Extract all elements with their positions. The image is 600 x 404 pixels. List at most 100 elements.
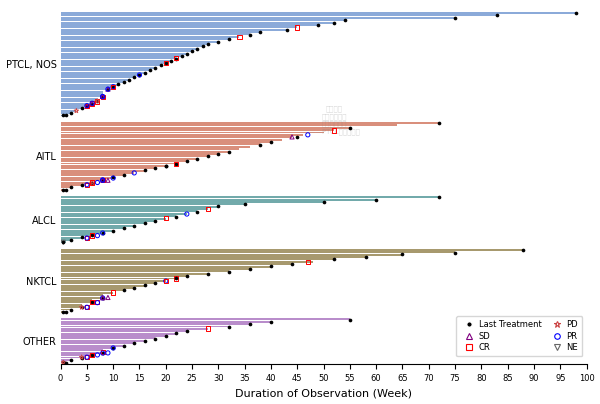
- Point: [77, 105, 86, 112]
- Bar: [61, 234, 92, 236]
- Point: [103, 294, 113, 301]
- Point: [77, 354, 86, 360]
- Point: [203, 41, 212, 47]
- Point: [203, 206, 212, 212]
- Point: [130, 74, 139, 80]
- Point: [140, 167, 149, 174]
- Bar: [61, 146, 250, 148]
- Point: [193, 208, 202, 215]
- Bar: [61, 304, 82, 306]
- Bar: [61, 249, 523, 251]
- Point: [172, 276, 181, 282]
- Bar: [61, 297, 103, 299]
- Point: [345, 316, 355, 323]
- Point: [130, 340, 139, 346]
- Bar: [61, 21, 334, 23]
- Bar: [61, 72, 145, 74]
- Bar: [61, 153, 218, 155]
- Point: [109, 84, 118, 90]
- Point: [82, 103, 92, 109]
- Point: [82, 354, 92, 360]
- Point: [98, 177, 107, 184]
- Bar: [61, 268, 250, 270]
- Bar: [61, 17, 455, 19]
- Bar: [61, 93, 103, 95]
- Point: [345, 125, 355, 131]
- Point: [266, 263, 276, 270]
- Bar: [61, 356, 82, 358]
- Point: [61, 359, 71, 366]
- Point: [161, 278, 170, 284]
- Point: [92, 299, 102, 306]
- Text: 石药集团
盐酸米托蒽醌
脂质体注射液
——PTCL患者新选择: 石药集团 盐酸米托蒽醌 脂质体注射液 ——PTCL患者新选择: [308, 105, 360, 135]
- Legend: Last Treatment, SD, CR, PD, PR, NE: Last Treatment, SD, CR, PD, PR, NE: [457, 316, 583, 356]
- Bar: [61, 107, 82, 109]
- Bar: [61, 69, 150, 71]
- Point: [109, 227, 118, 234]
- Bar: [61, 332, 176, 335]
- Bar: [61, 115, 66, 116]
- Point: [203, 325, 212, 332]
- Bar: [61, 203, 245, 205]
- Bar: [61, 95, 103, 97]
- Bar: [61, 186, 71, 188]
- Bar: [61, 326, 229, 328]
- Point: [98, 295, 107, 301]
- Point: [329, 127, 339, 134]
- Point: [224, 323, 234, 330]
- Bar: [61, 24, 319, 26]
- Point: [109, 345, 118, 351]
- Bar: [61, 143, 260, 145]
- X-axis label: Duration of Observation (Week): Duration of Observation (Week): [235, 388, 412, 398]
- Point: [109, 175, 118, 181]
- Point: [88, 179, 97, 186]
- Bar: [61, 48, 197, 50]
- Bar: [61, 43, 208, 45]
- Point: [434, 120, 444, 126]
- Point: [92, 179, 102, 186]
- Bar: [61, 345, 124, 347]
- Point: [287, 261, 297, 267]
- Point: [82, 103, 92, 109]
- Point: [119, 79, 128, 85]
- Bar: [61, 36, 239, 38]
- Bar: [61, 84, 118, 86]
- Bar: [61, 81, 124, 83]
- Bar: [61, 175, 124, 177]
- Point: [177, 53, 187, 59]
- Point: [98, 93, 107, 100]
- Bar: [61, 134, 302, 136]
- Point: [61, 186, 71, 193]
- Bar: [61, 278, 176, 280]
- Point: [109, 345, 118, 351]
- Point: [329, 20, 339, 26]
- Bar: [61, 151, 229, 153]
- Point: [98, 295, 107, 301]
- Bar: [61, 91, 103, 93]
- Point: [98, 349, 107, 356]
- Bar: [61, 328, 208, 330]
- Point: [134, 72, 144, 78]
- Bar: [61, 289, 124, 291]
- Point: [140, 337, 149, 344]
- Point: [58, 112, 68, 118]
- Bar: [61, 232, 103, 234]
- Bar: [61, 349, 103, 351]
- Point: [292, 134, 302, 141]
- Bar: [61, 263, 292, 265]
- Point: [245, 321, 255, 327]
- Point: [182, 211, 191, 217]
- Point: [103, 86, 113, 93]
- Bar: [61, 318, 350, 320]
- Bar: [61, 26, 297, 28]
- Point: [172, 330, 181, 337]
- Point: [161, 215, 170, 221]
- Point: [292, 24, 302, 31]
- Bar: [61, 124, 397, 126]
- Bar: [61, 177, 113, 179]
- Bar: [61, 311, 66, 313]
- Point: [67, 109, 76, 116]
- Point: [88, 100, 97, 107]
- Point: [71, 107, 81, 114]
- Point: [82, 181, 92, 188]
